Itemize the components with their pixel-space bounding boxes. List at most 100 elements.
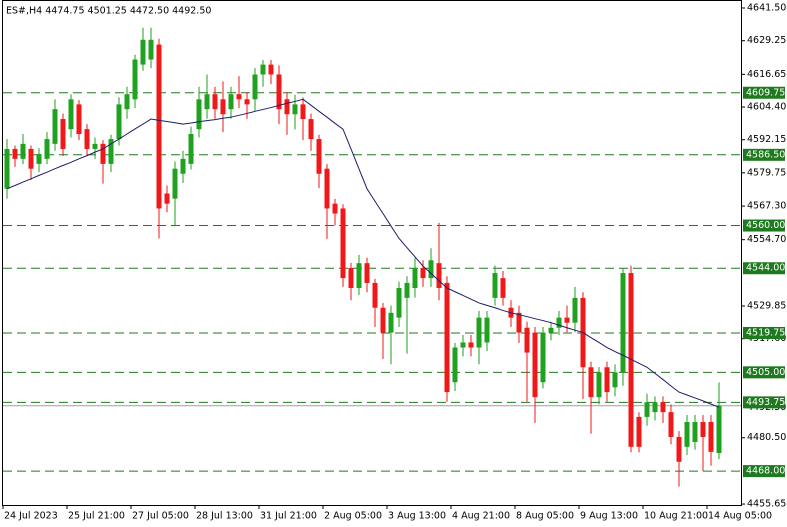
- candle-body: [388, 312, 394, 333]
- candle-body: [212, 94, 218, 110]
- candle-body: [420, 267, 426, 279]
- candle-body: [692, 421, 698, 443]
- candle-body: [28, 148, 34, 169]
- candle-body: [156, 44, 162, 209]
- candle-body: [484, 317, 490, 343]
- candle-body: [140, 39, 146, 65]
- candle-body: [108, 139, 114, 164]
- candle-body: [20, 143, 26, 159]
- candle-body: [452, 347, 458, 383]
- level-label-box: [743, 219, 785, 232]
- candle-body: [316, 139, 322, 174]
- candle-body: [36, 154, 42, 164]
- y-tick-label: 4554.70: [747, 234, 786, 245]
- candle-body: [380, 307, 386, 333]
- candle-body: [564, 317, 570, 323]
- candle-body: [548, 327, 554, 333]
- candle-body: [364, 263, 370, 283]
- candle-body: [92, 143, 98, 149]
- candle-body: [76, 104, 82, 134]
- candle-body: [332, 203, 338, 214]
- y-tick-label: 4480.50: [747, 432, 786, 443]
- candle-body: [348, 267, 354, 288]
- candle-body: [52, 109, 58, 144]
- candle-body: [604, 367, 610, 393]
- candle-body: [124, 94, 130, 110]
- x-tick-label: 4 Aug 21:00: [452, 511, 510, 522]
- candle-body: [372, 282, 378, 308]
- candle-body: [708, 421, 714, 452]
- candle-body: [516, 312, 522, 333]
- candle-body: [196, 99, 202, 130]
- candle-body: [636, 416, 642, 447]
- x-tick-label: 3 Aug 13:00: [388, 511, 446, 522]
- x-tick-label: 25 Jul 21:00: [68, 511, 125, 522]
- candle-body: [572, 297, 578, 323]
- candle-body: [308, 119, 314, 140]
- candle-body: [684, 421, 690, 447]
- candle-body: [252, 74, 258, 100]
- candle-body: [236, 94, 242, 100]
- y-tick-label: 4592.15: [747, 134, 786, 145]
- candle-body: [44, 139, 50, 159]
- candle-body: [628, 273, 634, 447]
- x-tick-label: 9 Aug 13:00: [580, 511, 638, 522]
- candle-body: [612, 372, 618, 388]
- candle-body: [204, 94, 210, 110]
- candle-body: [492, 273, 498, 298]
- candle-body: [428, 260, 434, 279]
- level-label: 4519.75: [746, 327, 785, 338]
- x-tick-label: 27 Jul 05:00: [132, 511, 189, 522]
- x-tick-label: 24 Jul 2023: [4, 511, 58, 522]
- candle-body: [340, 208, 346, 279]
- candle-body: [356, 263, 362, 288]
- candle-body: [644, 402, 650, 417]
- y-tick-label: 4529.85: [747, 301, 786, 312]
- candle-body: [132, 59, 138, 100]
- level-label-box: [743, 262, 785, 275]
- candle-body: [220, 99, 226, 115]
- level-label: 4609.75: [746, 87, 785, 98]
- level-label-box: [743, 366, 785, 379]
- candle-body: [244, 99, 250, 105]
- candle-body: [396, 287, 402, 318]
- candle-body: [620, 273, 626, 373]
- candle-body: [60, 119, 66, 149]
- candle-body: [460, 342, 466, 348]
- candle-body: [324, 168, 330, 209]
- level-label-box: [743, 326, 785, 339]
- y-tick-label: 4567.30: [747, 201, 786, 212]
- candle-body: [284, 99, 290, 115]
- y-tick-label: 4579.75: [747, 167, 786, 178]
- candle-body: [500, 278, 506, 298]
- candle-body: [404, 282, 410, 298]
- level-label: 4560.00: [746, 220, 785, 231]
- candle-body: [68, 99, 74, 130]
- level-label: 4586.50: [746, 149, 785, 160]
- candle-body: [12, 148, 18, 159]
- plot-frame: [2, 0, 742, 506]
- candle-body: [84, 129, 90, 149]
- x-tick-label: 2 Aug 05:00: [324, 511, 382, 522]
- candle-body: [300, 104, 306, 120]
- candle-body: [532, 332, 538, 398]
- candle-body: [116, 104, 122, 140]
- candle-body: [596, 372, 602, 398]
- candle-body: [260, 64, 266, 75]
- candle-body: [4, 148, 10, 189]
- chart-title: ES#,H4 4474.75 4501.25 4472.50 4492.50: [6, 6, 211, 17]
- candle-body: [164, 193, 170, 204]
- level-label: 4493.75: [746, 397, 785, 408]
- candle-body: [268, 64, 274, 75]
- y-tick-label: 4629.25: [747, 35, 786, 46]
- candle-body: [668, 412, 674, 437]
- candle-body: [412, 267, 418, 288]
- level-label-box: [743, 465, 785, 478]
- candle-body: [228, 94, 234, 110]
- candle-body: [172, 168, 178, 199]
- candle-body: [588, 367, 594, 398]
- candle-body: [444, 282, 450, 393]
